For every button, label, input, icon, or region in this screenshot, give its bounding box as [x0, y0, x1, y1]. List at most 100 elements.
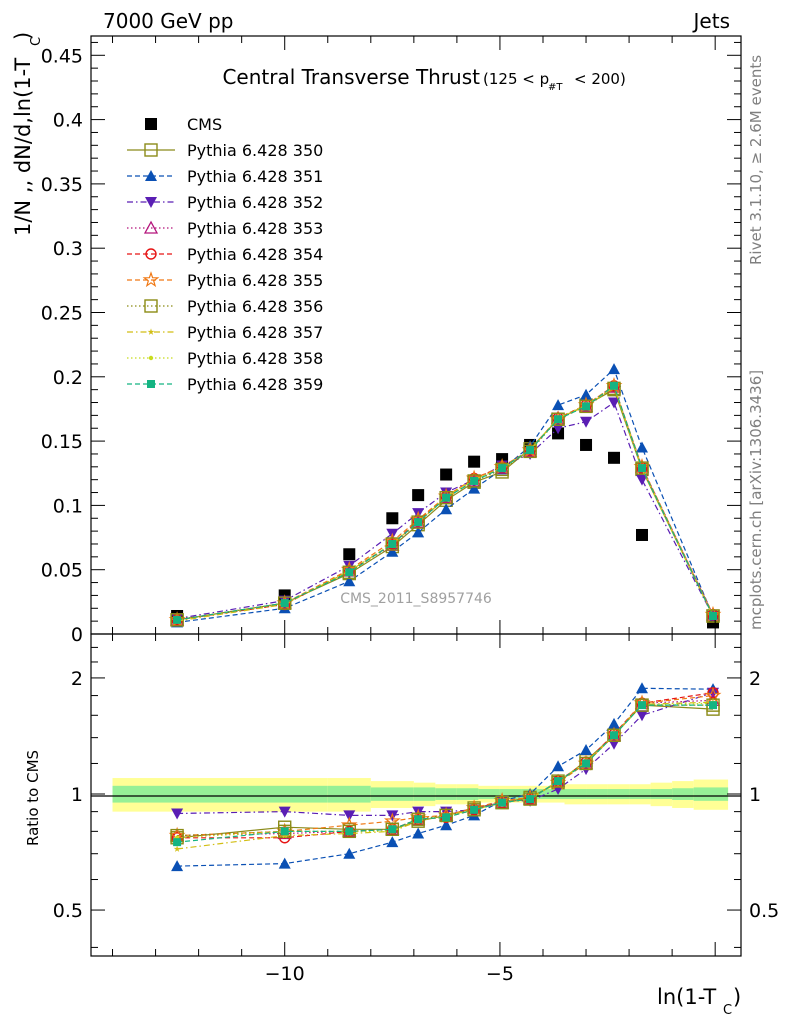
- upper-data-point: [385, 537, 400, 551]
- lower-frame: [90, 633, 742, 957]
- y-tick-label: 0.15: [41, 431, 83, 453]
- lower-panel: 0.5 0.5 1 1 2 2 −10 −5 Ratio to CMS ln(1-T C ): [24, 633, 779, 1018]
- legend-entry: Pythia 6.428 354: [127, 245, 323, 264]
- side-bottom-label: mcplots.cern.ch [arXiv:1306.3436]: [747, 370, 765, 630]
- lower-data-point: [171, 860, 184, 872]
- stat-uncertainty-band: [499, 789, 522, 800]
- legend-entry: Pythia 6.428 358: [127, 349, 323, 368]
- stat-uncertainty-band: [456, 788, 479, 800]
- y-tick-label: 0.2: [53, 367, 83, 389]
- upper-y-axis-label: 1/N ,, dN/d,ln(1-T C ): [11, 32, 44, 236]
- lower-data-point: [579, 756, 593, 771]
- lower-data-point: [635, 698, 649, 712]
- legend-marker: [144, 143, 158, 157]
- lower-data-point: [635, 710, 648, 722]
- lower-data-point: [610, 731, 619, 740]
- legend-marker: [145, 197, 157, 208]
- legend-label: Pythia 6.428 352: [187, 193, 323, 212]
- lower-data-point: [468, 804, 480, 816]
- svg-text:): ): [733, 985, 741, 1009]
- lower-data-point: [551, 774, 565, 788]
- upper-data-point: [411, 515, 425, 529]
- svg-text:(125 < p: (125 < p: [483, 70, 549, 88]
- y-tick-label: 0.3: [53, 238, 83, 260]
- lower-data-point: [498, 798, 507, 807]
- upper-data-point: [552, 399, 565, 411]
- lower-data-point: [607, 728, 621, 742]
- lower-data-point: [582, 759, 591, 768]
- stat-uncertainty-band: [370, 787, 414, 801]
- upper-data-point: [608, 397, 621, 409]
- upper-data-point: [278, 596, 292, 610]
- x-tick-label: −5: [486, 963, 514, 985]
- lower-y-axis-label: Ratio to CMS: [24, 750, 42, 846]
- upper-data-point: [468, 455, 481, 468]
- legend-label: Pythia 6.428 359: [187, 375, 323, 394]
- legend: CMS Pythia 6.428 350 Pythia 6.428 351 Pythi…: [127, 115, 323, 394]
- upper-data-point: [635, 474, 648, 486]
- lower-data-point: [414, 815, 423, 824]
- upper-data-point: [523, 444, 537, 459]
- svg-text:C: C: [29, 37, 44, 46]
- upper-data-point: [552, 423, 565, 435]
- svg-text:#T: #T: [548, 82, 563, 93]
- chart-title: Central Transverse Thrust: [222, 65, 480, 89]
- upper-data-point: [495, 462, 509, 477]
- y-tick-label: 2: [71, 668, 83, 690]
- upper-data-point: [554, 415, 563, 424]
- svg-text:): ): [11, 32, 35, 40]
- upper-data-point: [610, 381, 619, 390]
- legend-label: Pythia 6.428 353: [187, 219, 323, 238]
- upper-data-point: [170, 613, 184, 627]
- stat-uncertainty-band: [478, 789, 500, 800]
- upper-data-point: [173, 615, 182, 624]
- legend-entry: Pythia 6.428 353: [127, 219, 323, 238]
- lower-data-point: [580, 744, 593, 756]
- upper-data-point: [414, 518, 423, 527]
- upper-data-point: [580, 416, 593, 428]
- stat-uncertainty-band: [629, 789, 651, 800]
- lower-series-line: [177, 695, 714, 837]
- upper-data-point: [342, 565, 356, 579]
- upper-series-1: [170, 382, 720, 627]
- upper-data-point: [636, 462, 648, 474]
- legend-entry: Pythia 6.428 352: [127, 193, 323, 212]
- upper-data-point: [551, 412, 565, 426]
- svg-text:< 200): < 200): [574, 70, 626, 88]
- upper-data-point: [608, 451, 621, 464]
- legend-label: Pythia 6.428 358: [187, 349, 323, 368]
- side-top-label: Rivet 3.1.10, ≥ 2.6M events: [747, 55, 765, 265]
- upper-data-point: [388, 539, 397, 548]
- svg-text:1/N ,, dN/d,ln(1-T: 1/N ,, dN/d,ln(1-T: [11, 58, 35, 236]
- legend-marker: [148, 355, 154, 361]
- upper-series-line: [177, 401, 714, 620]
- lower-data-point: [470, 805, 479, 814]
- upper-series-line: [177, 387, 714, 621]
- upper-data-point: [498, 464, 507, 473]
- legend-marker: [143, 220, 159, 234]
- stat-uncertainty-band: [693, 787, 729, 801]
- legend-entry: Pythia 6.428 355: [127, 271, 323, 290]
- y-tick-label: 0.05: [41, 560, 83, 582]
- header-right: Jets: [692, 9, 730, 33]
- lower-data-point: [637, 701, 646, 710]
- upper-data-point: [706, 609, 720, 623]
- legend-label: Pythia 6.428 356: [187, 297, 323, 316]
- lower-data-point: [467, 803, 481, 817]
- lower-data-point: [386, 836, 399, 848]
- upper-data-point: [580, 438, 593, 451]
- upper-data-point: [468, 482, 481, 494]
- header-left: 7000 GeV pp: [103, 9, 234, 33]
- y-tick-label: 0.5: [53, 900, 83, 922]
- legend-marker: [145, 248, 157, 260]
- upper-data-point: [345, 568, 354, 577]
- y-tick-label: 0.1: [53, 495, 83, 517]
- watermark: CMS_2011_S8957746: [340, 591, 492, 607]
- lower-data-point: [495, 795, 509, 810]
- lower-data-point: [704, 686, 722, 703]
- lower-data-point: [524, 793, 536, 805]
- upper-data-point: [635, 528, 648, 541]
- upper-data-point: [608, 363, 621, 375]
- y-tick-label: 0.35: [41, 174, 83, 196]
